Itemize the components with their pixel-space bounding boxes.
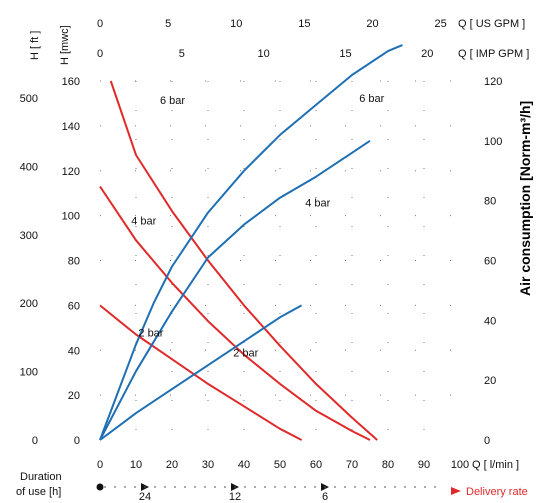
us-gpm-tick-label: 20 xyxy=(366,18,378,30)
us-gpm-tick-label: 5 xyxy=(165,18,171,30)
duration-marks: 24 12 6 xyxy=(96,483,440,503)
x-tick-label: 70 xyxy=(346,459,358,471)
air-tick-label: 120 xyxy=(484,76,502,88)
x-tick-label: 10 xyxy=(130,459,142,471)
air-tick-label: 20 xyxy=(484,375,496,387)
mwc-tick-label: 20 xyxy=(68,390,80,402)
duration-label-line1: Duration xyxy=(20,471,62,483)
ft-tick-label: 300 xyxy=(20,230,38,242)
mwc-tick-label: 120 xyxy=(62,166,80,178)
mwc-tick-label: 60 xyxy=(68,300,80,312)
x-tick-label: 40 xyxy=(238,459,250,471)
imp-gpm-tick-label: 0 xyxy=(97,48,103,60)
delivery-rate-arrow-icon xyxy=(451,487,461,495)
tick-labels: 0 10 20 30 40 50 60 70 80 90 100 0 5 10 15 20 25 0 5 10 15 20… xyxy=(20,18,503,471)
ft-tick-label: 500 xyxy=(20,93,38,105)
air-tick-label: 100 xyxy=(484,136,502,148)
delivery-rate-label: Delivery rate xyxy=(466,486,528,498)
ft-tick-label: 400 xyxy=(20,161,38,173)
duration-label-line2: of use [h] xyxy=(16,486,61,498)
air-tick-label: 0 xyxy=(484,435,490,447)
x-tick-label: 100 xyxy=(451,459,469,471)
duration-start-dot xyxy=(96,483,104,491)
x-tick-label: 20 xyxy=(166,459,178,471)
air-curve-4-bar xyxy=(99,139,371,441)
top-axis-impgpm-label: Q [ IMP GPM ] xyxy=(458,48,529,60)
us-gpm-tick-label: 15 xyxy=(298,18,310,30)
bottom-axis-label: Q [ l/min ] xyxy=(472,459,519,471)
duration-mark-label: 24 xyxy=(139,491,151,503)
x-tick-label: 90 xyxy=(418,459,430,471)
air-tick-label: 60 xyxy=(484,256,496,268)
air-tick-label: 80 xyxy=(484,196,496,208)
mwc-tick-label: 40 xyxy=(68,345,80,357)
top-axis-usgpm-label: Q [ US GPM ] xyxy=(458,18,525,30)
imp-gpm-tick-label: 15 xyxy=(339,48,351,60)
mwc-tick-label: 160 xyxy=(62,76,80,88)
head-curve-label: 4 bar xyxy=(131,215,156,227)
us-gpm-tick-label: 0 xyxy=(97,18,103,30)
air-curve-label: 2 bar xyxy=(233,347,258,359)
duration-mark-label: 6 xyxy=(322,491,328,503)
curves xyxy=(99,44,403,441)
imp-gpm-tick-label: 20 xyxy=(421,48,433,60)
ft-tick-label: 0 xyxy=(32,435,38,447)
curve-labels: 6 bar 4 bar 2 bar 6 bar 4 bar 2 bar xyxy=(131,93,384,359)
left-axis-mwc-label: H [mwc] xyxy=(59,25,71,65)
x-tick-label: 80 xyxy=(382,459,394,471)
x-tick-label: 50 xyxy=(274,459,286,471)
us-gpm-tick-label: 25 xyxy=(435,18,447,30)
x-tick-label: 0 xyxy=(97,459,103,471)
right-axis-air-label: Air consumption [Norm-m³/h] xyxy=(517,101,533,296)
head-curve-label: 2 bar xyxy=(138,327,163,339)
ft-tick-label: 100 xyxy=(20,367,38,379)
x-tick-label: 60 xyxy=(310,459,322,471)
head-curve-6-bar xyxy=(109,80,378,441)
head-curve-label: 6 bar xyxy=(160,95,185,107)
left-axis-ft-label: H [ ft ] xyxy=(29,31,41,60)
air-curve-6-bar xyxy=(99,44,403,441)
air-curve-label: 4 bar xyxy=(305,198,330,210)
air-curve-label: 6 bar xyxy=(359,93,384,105)
ft-tick-label: 200 xyxy=(20,298,38,310)
mwc-tick-label: 100 xyxy=(62,211,80,223)
mwc-tick-label: 80 xyxy=(68,256,80,268)
air-tick-label: 40 xyxy=(484,315,496,327)
x-tick-label: 30 xyxy=(202,459,214,471)
mwc-tick-label: 0 xyxy=(74,435,80,447)
mwc-tick-label: 140 xyxy=(62,121,80,133)
air-curve-2-bar xyxy=(99,304,303,441)
head-curve-4-bar xyxy=(99,185,371,441)
imp-gpm-tick-label: 10 xyxy=(258,48,270,60)
duration-mark-label: 12 xyxy=(229,491,241,503)
head-curve-2-bar xyxy=(99,304,303,441)
imp-gpm-tick-label: 5 xyxy=(179,48,185,60)
us-gpm-tick-label: 10 xyxy=(230,18,242,30)
